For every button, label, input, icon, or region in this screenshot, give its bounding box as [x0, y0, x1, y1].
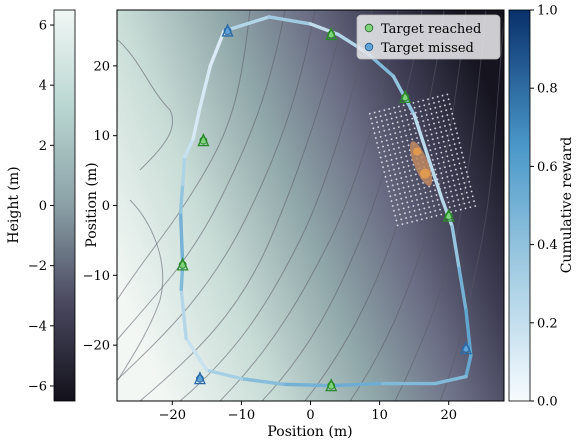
reward-colorbar-gradient: [508, 9, 531, 402]
path-segment: [198, 64, 212, 110]
colorbar-tick-label: −4: [28, 319, 47, 334]
x-tick-label: 0: [306, 408, 314, 423]
target-heading-marker: [176, 257, 189, 271]
colorbar-tick-label: 0: [39, 199, 47, 214]
height-colorbar: −6 −4 −2 0 2 4 6 Height (m): [6, 9, 76, 402]
path-segment: [457, 266, 468, 312]
colorbar-tick-label: 0.6: [537, 160, 558, 175]
path-segment: [184, 336, 209, 372]
path-segment: [426, 154, 444, 201]
target-heading-marker: [221, 23, 234, 37]
y-tick-label: −20: [83, 339, 110, 354]
colorbar-tick-label: −2: [28, 259, 47, 274]
colorbar-tick-label: 1.0: [537, 4, 558, 19]
x-axis-label: Position (m): [267, 424, 352, 440]
path-segment: [281, 382, 333, 388]
target-heading-marker: [459, 341, 473, 355]
path-segment: [208, 29, 226, 68]
path-segment: [450, 224, 461, 271]
target-heading-marker: [197, 132, 210, 147]
y-axis-label: Position (m): [84, 162, 100, 247]
target-heading-marker: [325, 378, 338, 392]
path-segment: [179, 287, 188, 340]
path-segment: [183, 137, 195, 159]
height-colorbar-gradient: [53, 9, 76, 402]
path-segment: [178, 210, 185, 267]
path-segment: [179, 263, 185, 291]
y-tick-label: −10: [83, 269, 110, 284]
colorbar-tick-label: 0.8: [537, 82, 558, 97]
legend-label-reached: Target reached: [381, 22, 481, 37]
colorbar-tick-label: 0.0: [537, 395, 558, 410]
legend-marker-reached: [364, 23, 374, 33]
main-plot: −20 −10 0 10 20 −20 −10 0 10 20 Position (m) Pos…: [83, 9, 505, 440]
vehicle-wheel: [420, 168, 431, 179]
path-segment: [222, 15, 271, 33]
legend-marker-missed: [364, 42, 374, 52]
path-segment: [205, 368, 244, 381]
path-segment: [412, 113, 430, 159]
colorbar-tick-label: 2: [39, 139, 47, 154]
legend-box: [356, 14, 501, 60]
path-segment: [464, 308, 473, 358]
path-segment: [180, 154, 187, 187]
colorbar-tick-label: 0.4: [537, 238, 558, 253]
path-segment: [267, 15, 313, 26]
x-tick-label: 10: [371, 408, 388, 423]
legend: Target reached Target missed: [356, 14, 501, 60]
x-tick-label: −20: [159, 408, 186, 423]
y-tick-label: 20: [93, 59, 110, 74]
vehicle-wheel: [413, 147, 422, 156]
path-segment: [239, 376, 285, 386]
contour-lines: [117, 10, 504, 401]
path-segment: [191, 106, 202, 141]
colorbar-tick-label: 4: [39, 79, 47, 94]
target-heading-marker: [193, 371, 206, 385]
x-tick-label: 20: [440, 408, 457, 423]
path-segment: [464, 353, 473, 379]
x-tick-label: −10: [228, 408, 255, 423]
path-segment: [178, 182, 185, 215]
colorbar-tick-label: 0.2: [537, 316, 558, 331]
vehicle: [409, 141, 433, 187]
path-segment: [329, 381, 382, 388]
target-heading-marker: [442, 208, 455, 222]
height-colorbar-label: Height (m): [6, 166, 22, 243]
colorbar-tick-label: −6: [28, 379, 47, 394]
target-heading-marker: [399, 89, 412, 103]
y-tick-label: 10: [93, 129, 110, 144]
colorbar-tick-label: 6: [39, 19, 47, 34]
path-segment: [433, 374, 468, 386]
reward-colorbar: 0.0 0.2 0.4 0.6 0.8 1.0 Cumulative reward: [508, 4, 575, 410]
target-heading-marker: [325, 26, 338, 41]
y-tick-label: 0: [102, 199, 110, 214]
reward-colorbar-label: Cumulative reward: [559, 137, 575, 274]
legend-label-missed: Target missed: [381, 41, 474, 56]
